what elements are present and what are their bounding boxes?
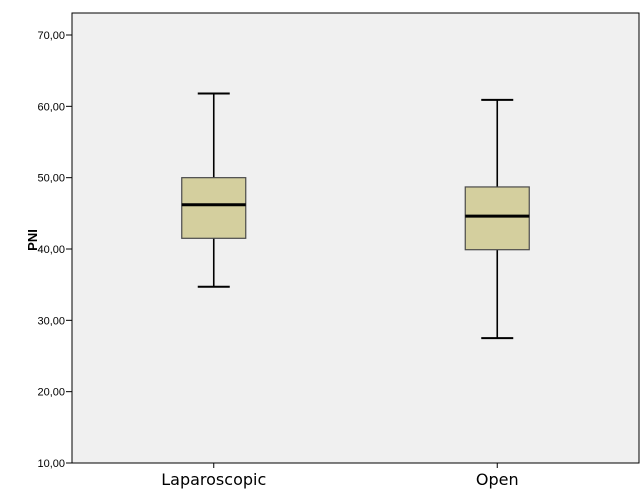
y-axis: 10,00 20,00 30,00 40,00 50,00 60,00 70,00: [37, 30, 72, 470]
y-tick-label: 20,00: [37, 387, 65, 399]
x-axis: Laparoscopic Open: [161, 463, 519, 489]
y-axis-title: PNI: [25, 229, 40, 251]
y-tick-label: 50,00: [37, 173, 65, 185]
boxes: [181, 92, 530, 340]
box-laparoscopic: [181, 92, 247, 288]
y-tick-label: 70,00: [37, 30, 65, 42]
y-tick-label: 10,00: [37, 458, 65, 470]
iqr-box: [464, 186, 530, 251]
x-tick-label: Laparoscopic: [161, 470, 266, 489]
y-tick-label: 40,00: [37, 244, 65, 256]
iqr-box: [181, 177, 247, 239]
plot-area: [71, 12, 640, 464]
x-tick-label: Open: [476, 470, 519, 489]
y-tick-label: 30,00: [37, 315, 65, 327]
y-tick-label: 60,00: [37, 101, 65, 113]
box-open: [464, 98, 530, 340]
